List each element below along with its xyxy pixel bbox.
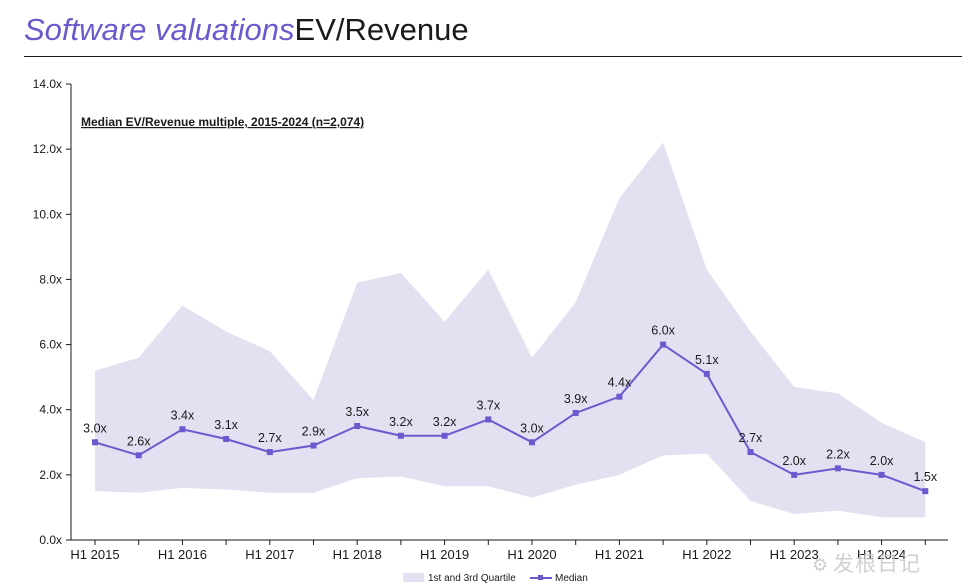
median-data-label: 2.0x — [782, 454, 806, 468]
y-tick-label: 12.0x — [33, 142, 62, 156]
y-tick-label: 0.0x — [39, 533, 62, 547]
median-data-label: 3.1x — [214, 418, 238, 432]
median-data-label: 2.6x — [127, 434, 151, 448]
median-data-label: 3.7x — [476, 398, 500, 412]
legend-marker-median — [538, 575, 543, 580]
median-line — [94, 343, 926, 493]
chart-title: Median EV/Revenue multiple, 2015-2024 (n… — [81, 115, 364, 129]
median-point — [310, 442, 317, 449]
x-tick-label: H1 2020 — [507, 547, 556, 562]
y-tick-label: 8.0x — [39, 272, 62, 286]
x-tick-label: H1 2023 — [770, 547, 819, 562]
median-point — [135, 452, 142, 459]
legend-swatch-quartile — [403, 573, 424, 582]
median-data-label: 1.5x — [913, 470, 937, 484]
y-tick-label: 2.0x — [39, 468, 62, 482]
watermark-text: 发根日记 — [833, 552, 922, 576]
median-point — [397, 432, 404, 439]
median-data-label: 3.9x — [564, 392, 588, 406]
x-tick-label: H1 2017 — [245, 547, 294, 562]
median-data-label: 3.5x — [345, 405, 369, 419]
median-point — [616, 393, 623, 400]
median-point — [179, 426, 186, 433]
median-data-label: 3.2x — [389, 415, 413, 429]
page-title-main: EV/Revenue — [294, 12, 469, 47]
x-tick-label: H1 2019 — [420, 547, 469, 562]
median-point — [572, 409, 579, 416]
x-tick-label: H1 2016 — [158, 547, 207, 562]
legend-label-quartile: 1st and 3rd Quartile — [428, 573, 516, 584]
median-point — [660, 341, 667, 348]
median-point — [703, 370, 710, 377]
x-tick-label: H1 2024 — [857, 547, 906, 562]
median-data-label: 6.0x — [651, 324, 675, 338]
y-tick-label: 6.0x — [39, 338, 62, 352]
median-point — [529, 439, 535, 446]
x-tick-label: H1 2022 — [682, 547, 731, 562]
median-data-label: 3.0x — [83, 421, 107, 435]
median-point — [834, 465, 841, 472]
median-point — [223, 436, 230, 443]
median-point — [747, 449, 754, 456]
wechat-icon: ⚙ — [812, 555, 830, 576]
median-point — [791, 471, 798, 478]
median-data-label: 3.2x — [433, 415, 457, 429]
x-tick-label: H1 2021 — [595, 547, 644, 562]
median-point — [878, 471, 885, 478]
median-data-label: 2.7x — [739, 431, 763, 445]
y-tick-label: 4.0x — [39, 403, 62, 417]
median-point — [485, 416, 492, 423]
x-tick-label: H1 2018 — [333, 547, 382, 562]
median-point — [922, 488, 929, 495]
watermark: ⚙ 发根日记 — [812, 548, 921, 578]
x-tick-label: H1 2015 — [70, 547, 119, 562]
median-point — [354, 423, 361, 429]
y-tick-label: 10.0x — [33, 207, 62, 221]
page-header: Software valuationsEV/Revenue — [24, 12, 962, 57]
median-data-label: 5.1x — [695, 353, 719, 367]
median-data-label: 3.0x — [520, 421, 544, 435]
median-point — [441, 432, 448, 439]
page-title-accent: Software valuations — [24, 12, 295, 47]
median-data-label: 2.2x — [826, 447, 850, 461]
median-data-label: 3.4x — [171, 408, 195, 422]
median-data-label: 4.4x — [608, 376, 632, 390]
quartile-band — [95, 142, 926, 518]
median-point — [266, 449, 273, 456]
median-point — [92, 439, 98, 446]
legend-label-median: Median — [555, 573, 588, 584]
median-data-label: 2.9x — [302, 425, 326, 439]
y-tick-label: 14.0x — [33, 77, 62, 91]
median-data-label: 2.0x — [870, 454, 894, 468]
median-data-label: 2.7x — [258, 431, 282, 445]
